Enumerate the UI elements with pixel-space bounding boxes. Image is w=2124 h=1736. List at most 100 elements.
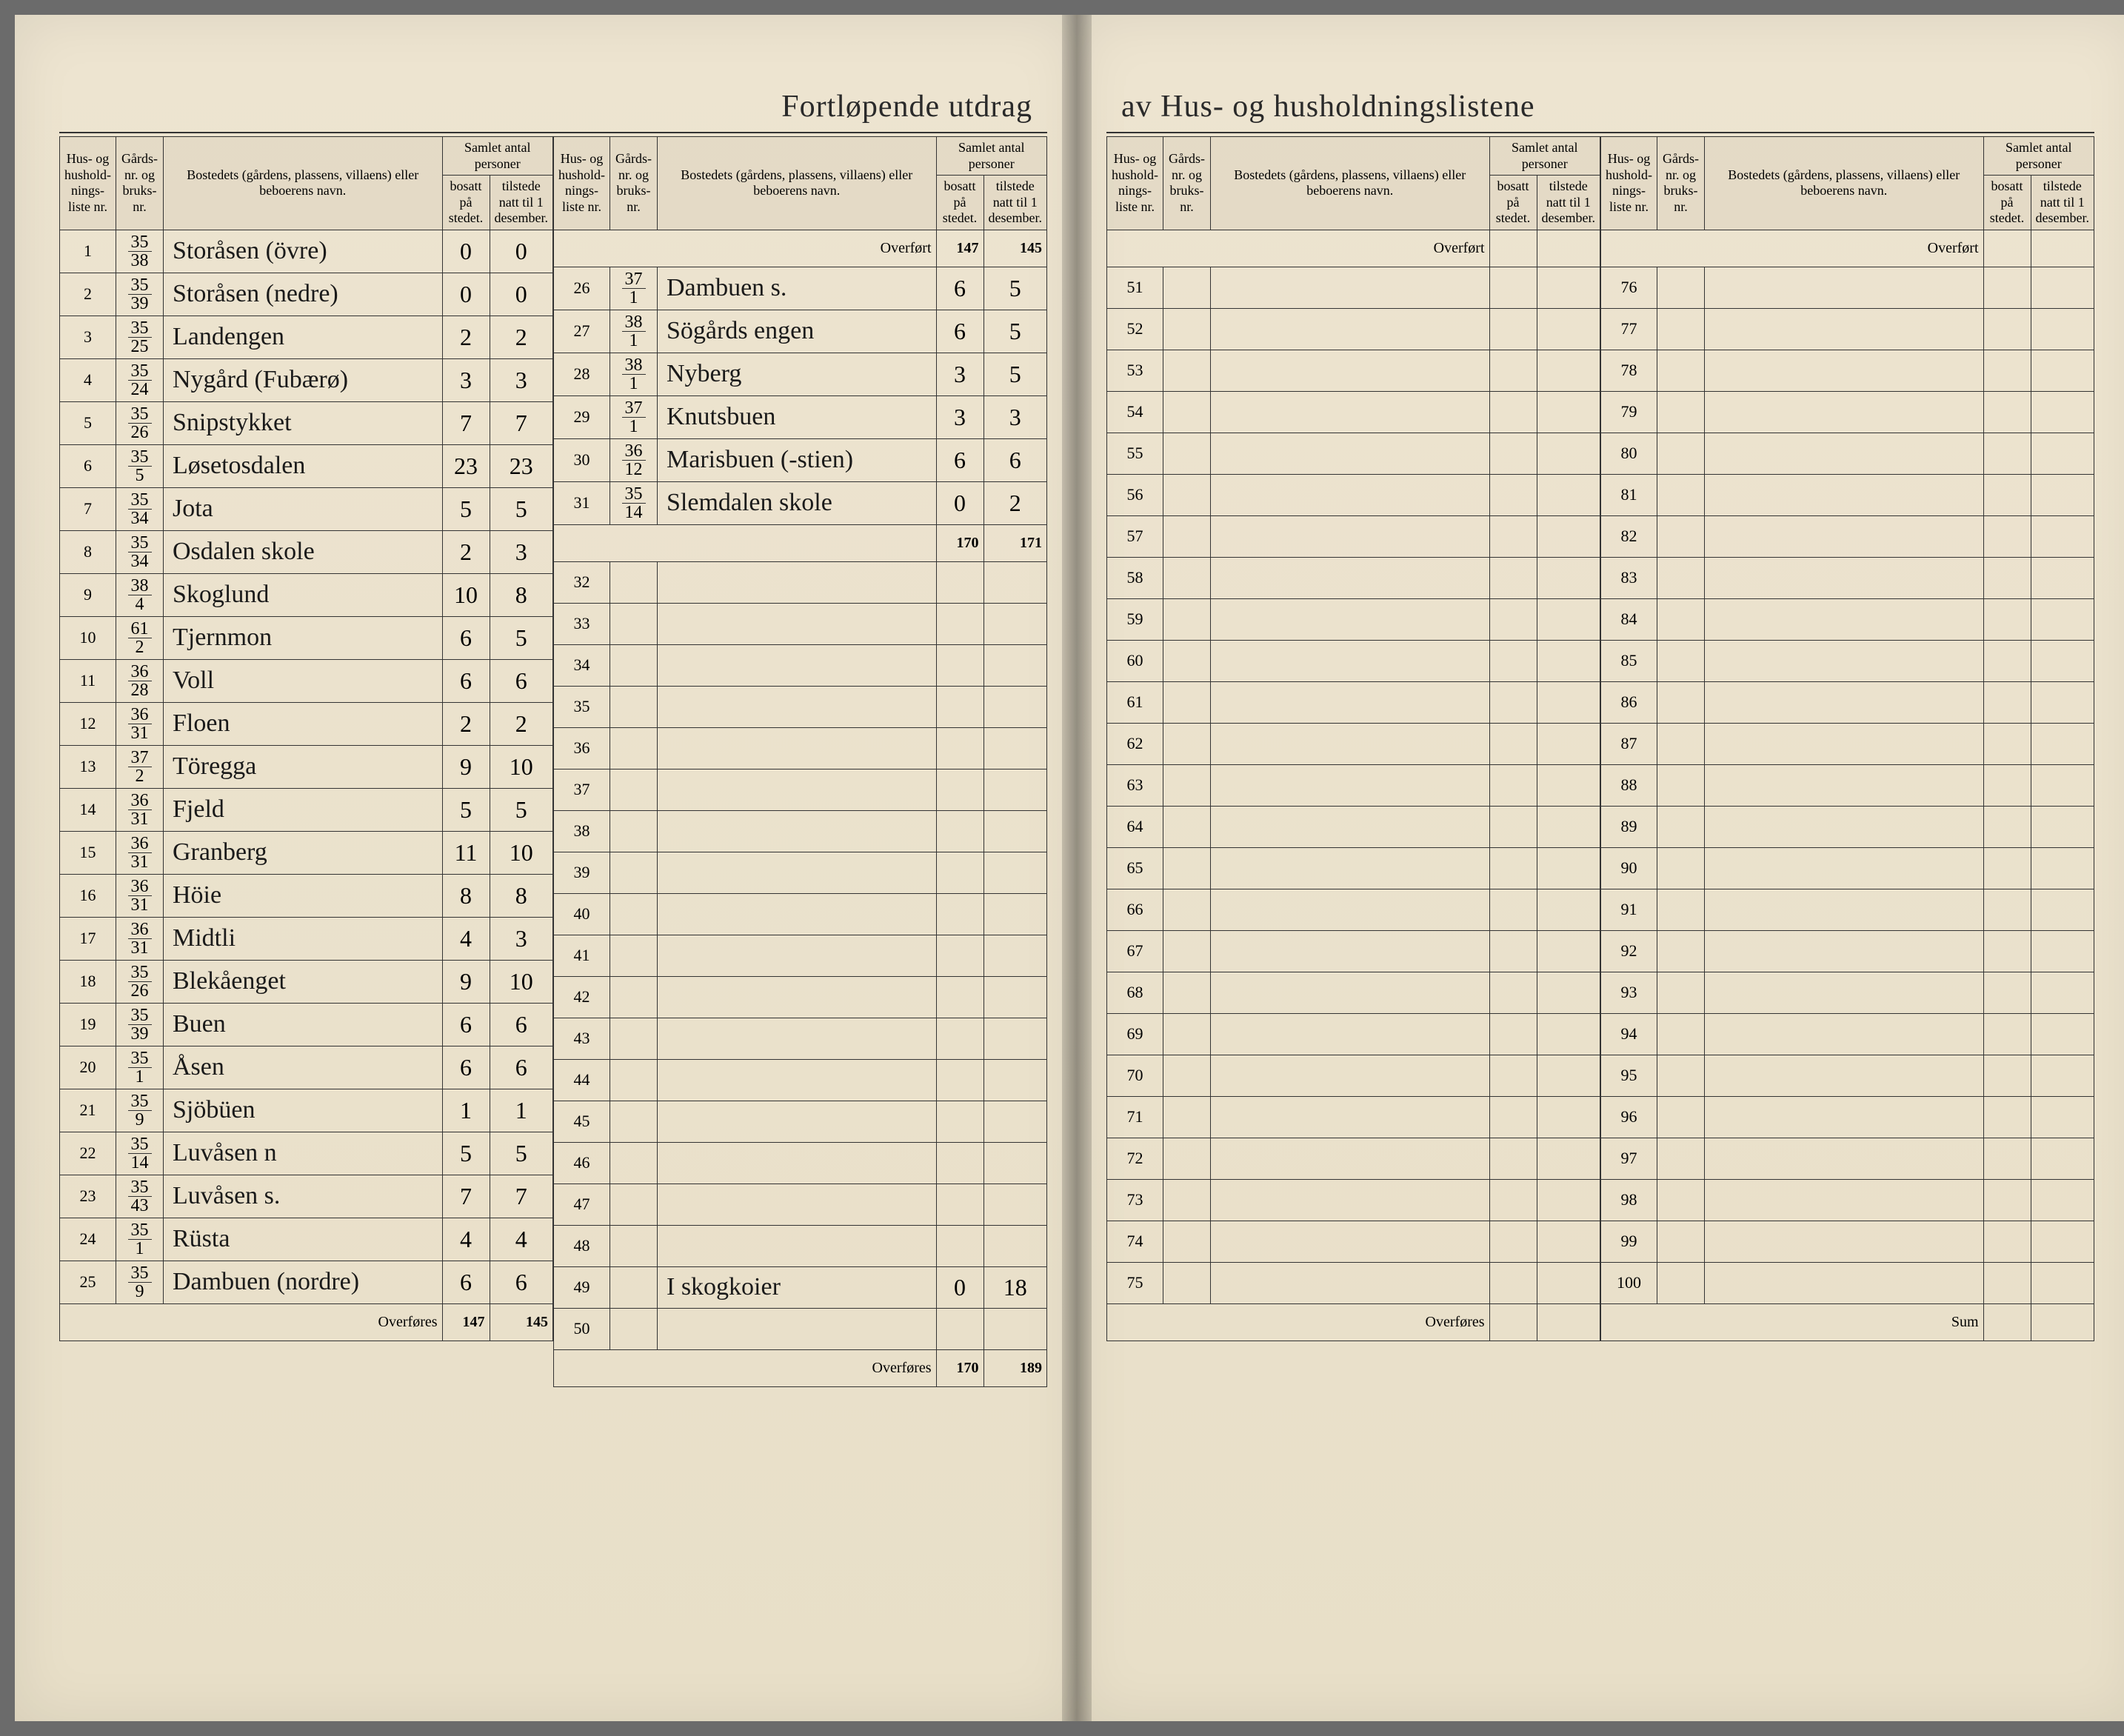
row-bosatt [1983,1262,2031,1303]
row-tilstede [2031,308,2094,350]
row-gaard: 3534 [116,487,164,530]
table-row: 153631Granberg1110 [60,831,553,874]
tbody-D: 7677787980818283848586878889909192939495… [1601,267,2094,1303]
row-number: 51 [1107,267,1163,308]
row-number: 42 [554,976,610,1018]
row-number: 78 [1601,350,1657,391]
row-gaard [1163,557,1211,598]
row-gaard [1163,681,1211,723]
row-tilstede: 2 [490,702,552,745]
row-tilstede [1537,972,1600,1013]
row-number: 21 [60,1089,116,1132]
row-number: 69 [1107,1013,1163,1055]
row-name [658,1184,937,1225]
row-name [1211,433,1490,474]
row-tilstede [2031,433,2094,474]
row-gaard [1657,764,1705,806]
row-bosatt [1489,847,1537,889]
row-tilstede [1537,681,1600,723]
row-gaard: 3514 [610,481,658,524]
row-name [658,727,937,769]
row-tilstede [2031,391,2094,433]
table-row: 66 [1107,889,1600,930]
h-tilstede: tilstede natt til 1 desember. [490,176,552,230]
h-bosted: Bostedets (gårdens, plassens, villaens) … [658,137,937,230]
row-tilstede: 5 [983,310,1046,353]
row-bosatt: 11 [442,831,490,874]
row-bosatt [1983,1096,2031,1138]
row-bosatt: 4 [442,917,490,960]
table-row: 86 [1601,681,2094,723]
row-bosatt [936,852,983,893]
row-gaard: 381 [610,310,658,353]
h-liste: Hus- og hushold-nings-liste nr. [1601,137,1657,230]
row-gaard [1657,1179,1705,1221]
row-number: 28 [554,353,610,395]
overfort-label-B: Overført [554,230,937,267]
row-bosatt [1983,267,2031,308]
row-gaard [610,810,658,852]
row-bosatt: 6 [442,1003,490,1046]
row-bosatt [1489,1096,1537,1138]
row-gaard: 3628 [116,659,164,702]
table-C: Hus- og hushold-nings-liste nr. Gårds-nr… [1106,136,1600,1341]
row-number: 96 [1601,1096,1657,1138]
row-gaard: 359 [116,1261,164,1303]
row-gaard [1657,681,1705,723]
row-bosatt [1983,433,2031,474]
table-row: 10612Tjernmon65 [60,616,553,659]
row-name: Buen [164,1003,443,1046]
row-name [1705,1262,1984,1303]
table-row: 53 [1107,350,1600,391]
row-name: Sjöbüen [164,1089,443,1132]
row-bosatt [1489,1013,1537,1055]
row-name [1211,764,1490,806]
h-bosatt: bosatt på stedet. [1983,176,2031,230]
header-D: Hus- og hushold-nings-liste nr. Gårds-nr… [1601,137,2094,230]
row-tilstede: 0 [490,230,552,273]
row-gaard [1657,806,1705,847]
row-bosatt: 6 [936,267,983,310]
row-tilstede: 2 [983,481,1046,524]
h-liste: Hus- og hushold-nings-liste nr. [554,137,610,230]
row-bosatt [936,561,983,603]
table-row: 193539Buen66 [60,1003,553,1046]
overfores-label-B: Overføres [554,1349,937,1386]
row-gaard [1163,1013,1211,1055]
row-bosatt [1983,557,2031,598]
row-gaard [1163,764,1211,806]
row-tilstede [2031,474,2094,515]
row-tilstede [1537,1221,1600,1262]
row-tilstede [2031,350,2094,391]
table-row: 55 [1107,433,1600,474]
row-bosatt [1983,806,2031,847]
row-name [1211,350,1490,391]
row-gaard [610,1225,658,1266]
row-bosatt [1983,723,2031,764]
row-tilstede: 10 [490,960,552,1003]
row-bosatt [1983,1013,2031,1055]
row-tilstede [983,935,1046,976]
row-number: 67 [1107,930,1163,972]
row-name: Töregga [164,745,443,788]
overfores-label-A: Overføres [60,1303,443,1341]
row-gaard: 355 [116,444,164,487]
table-row: 79 [1601,391,2094,433]
row-tilstede [1537,889,1600,930]
row-number: 46 [554,1142,610,1184]
row-name: Knutsbuen [658,395,937,438]
row-bosatt [936,686,983,727]
table-row: 40 [554,893,1047,935]
row-gaard [1163,1096,1211,1138]
row-bosatt: 5 [442,1132,490,1175]
table-row: 97 [1601,1138,2094,1179]
row-bosatt [1983,1221,2031,1262]
row-gaard: 3631 [116,788,164,831]
row-number: 31 [554,481,610,524]
overfort-B-bo: 147 [936,230,983,267]
row-tilstede: 5 [490,616,552,659]
row-number: 59 [1107,598,1163,640]
row-bosatt [936,976,983,1018]
overfores-row-C: Overføres [1107,1303,1600,1341]
tbody-C-pre: Overført [1107,230,1600,267]
